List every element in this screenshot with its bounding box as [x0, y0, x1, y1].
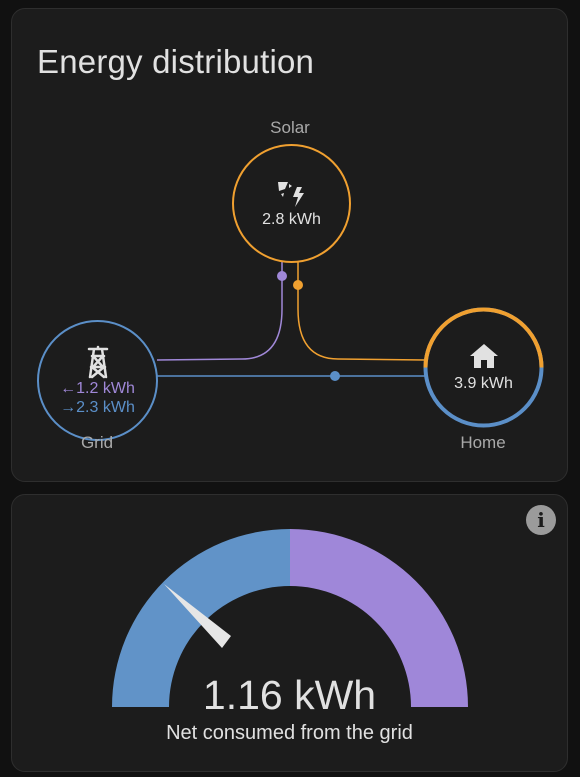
home-label: Home: [460, 433, 506, 452]
energy-flow-lines: [156, 259, 426, 381]
solar-power-icon: [277, 181, 304, 207]
gauge: [112, 529, 468, 707]
gauge-caption: Net consumed from the grid: [166, 722, 413, 744]
solar-to-home-dot: [293, 280, 303, 290]
gauge-needle: [164, 584, 231, 648]
arrow-right-icon: →: [60, 398, 77, 416]
grid-node[interactable]: ←1.2 kWh →2.3 kWh: [37, 320, 158, 441]
solar-node[interactable]: 2.8 kWh: [232, 144, 351, 263]
arrow-left-icon: ←: [60, 379, 77, 397]
grid-to-home-dot: [330, 371, 340, 381]
solar-value: 2.8 kWh: [262, 210, 321, 228]
grid-import-value: 1.2 kWh: [76, 379, 135, 397]
solar-to-grid-dot: [277, 271, 287, 281]
home-source-ring: [423, 307, 544, 428]
solar-to-grid-line: [156, 259, 283, 361]
gauge-returned-arc: [290, 529, 468, 707]
home-value: 3.9 kWh: [454, 374, 513, 392]
home-icon: [469, 343, 498, 368]
energy-distribution-card: Energy distribution Solar 2.8 kWh ←1.2 k…: [11, 8, 568, 482]
home-node[interactable]: 3.9 kWh: [423, 307, 544, 428]
grid-import-row: ←1.2 kWh: [60, 380, 135, 398]
card-title: Energy distribution: [37, 43, 315, 80]
gauge-value: 1.16 kWh: [202, 672, 377, 718]
grid-label: Grid: [80, 433, 114, 452]
solar-label: Solar: [270, 118, 310, 137]
info-icon: i: [537, 508, 545, 532]
grid-export-row: →2.3 kWh: [60, 399, 135, 417]
grid-net-gauge-card: i 1.16 kWh Net consumed from the grid: [11, 494, 568, 772]
solar-to-home-line: [297, 259, 426, 361]
transmission-tower-icon: [87, 345, 108, 378]
grid-export-value: 2.3 kWh: [76, 398, 135, 416]
info-button[interactable]: i: [526, 505, 556, 535]
